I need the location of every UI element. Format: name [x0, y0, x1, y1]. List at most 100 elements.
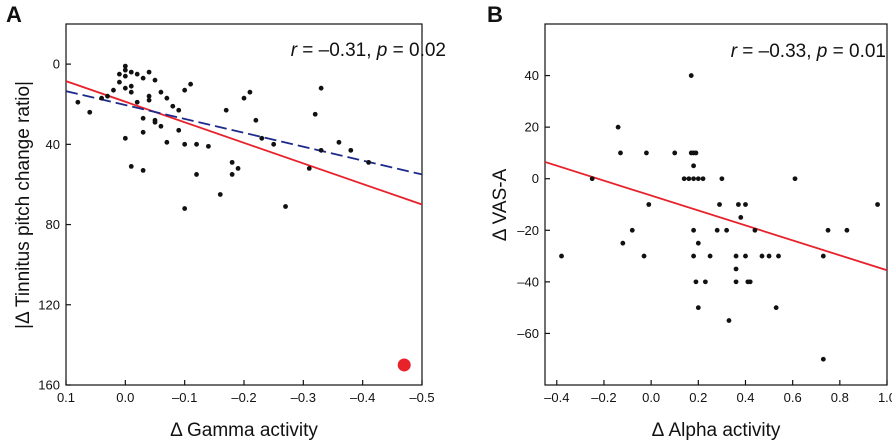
panel-b-data-point — [688, 73, 694, 78]
panel-a-data-point — [134, 71, 140, 77]
panel-a-data-point — [146, 69, 152, 75]
panel-a-data-point — [206, 143, 211, 149]
panel-a-data-point — [247, 89, 253, 95]
panel-b-data-point — [759, 253, 765, 259]
panel-b-data-point — [695, 305, 701, 311]
panel-a-x-axis: 0.1 0.0 –0.1 –0.2 –0.3 –0.4 –0.5 — [57, 380, 435, 405]
panel-b-data-point — [691, 253, 696, 259]
panel-b-data-point — [693, 150, 699, 156]
panel-b-stat-annotation: r = –0.33, p = 0.01 — [731, 41, 886, 62]
panel-b-x-tick-label: 0.2 — [689, 390, 707, 405]
panel-a-solid-fit-line — [66, 80, 422, 206]
panel-a-data-point — [194, 172, 199, 177]
panel-b-y-tick-label: –60 — [517, 326, 539, 341]
panel-b-data-point — [695, 240, 701, 246]
panel-a-data-point — [348, 147, 354, 153]
panel-a-data-point — [283, 204, 288, 209]
panel-b-letter: B — [487, 2, 503, 27]
panel-b-data-point — [733, 253, 739, 259]
panel-a-y-tick-label: 120 — [38, 297, 60, 312]
panel-b-data-point — [792, 176, 798, 182]
panel-b-x-axis-label: Δ Alpha activity — [652, 420, 781, 441]
panel-a-letter: A — [6, 2, 22, 27]
panel-b-data-point — [736, 202, 741, 207]
panel-b-y-tick-label: –40 — [517, 274, 539, 289]
panel-a-data-point — [128, 83, 134, 89]
panel-b-r-label: r — [731, 41, 738, 62]
panel-b-data-point — [672, 150, 678, 156]
panel-b: B –0.4 –0.2 0.0 0.2 0.4 0.6 0.8 1.0 40 20 0 –20 –40… — [487, 2, 892, 441]
panel-b-marks — [545, 73, 887, 362]
panel-b-y-tick-label: 0 — [532, 171, 539, 186]
panel-b-y-tick-label: 20 — [525, 120, 539, 135]
panel-b-data-point — [691, 227, 696, 233]
panel-a-x-tick-label: 0.0 — [116, 390, 134, 405]
panel-a-data-point — [105, 93, 110, 99]
panel-a-marks — [66, 63, 422, 372]
panel-b-data-point — [695, 176, 701, 182]
panel-b-plot-frame — [544, 23, 888, 386]
panel-b-data-point — [702, 279, 708, 285]
panel-a-data-point — [223, 107, 229, 113]
panel-b-x-tick-label: –0.4 — [544, 390, 569, 405]
panel-b-data-point — [629, 227, 635, 233]
panel-b-data-point — [743, 253, 748, 259]
panel-a-p-label: p — [376, 40, 388, 61]
panel-b-data-point — [726, 318, 732, 323]
panel-b-data-point — [717, 202, 722, 207]
panel-a-data-point — [117, 71, 122, 77]
panel-a-data-point — [336, 139, 342, 145]
panel-a-data-point — [122, 85, 128, 91]
panel-b-data-point — [875, 202, 880, 207]
panel-a-data-point — [182, 141, 188, 147]
panel-b-data-point — [738, 214, 744, 220]
panel-b-data-point — [820, 356, 826, 362]
panel-a-x-tick-label: 0.1 — [57, 390, 75, 405]
panel-b-p-label: p — [816, 41, 828, 62]
panel-a-data-point — [306, 166, 312, 171]
panel-a-data-point — [140, 168, 146, 173]
panel-a-data-point — [188, 81, 194, 87]
panel-a-dashed-fit-line — [66, 90, 422, 176]
panel-b-data-point — [559, 253, 564, 259]
panel-b-data-point — [773, 305, 779, 311]
panel-b-data-point — [691, 176, 696, 182]
panel-b-data-point — [747, 279, 753, 285]
panel-a-x-tick-label: –0.3 — [291, 390, 316, 405]
panel-a-data-point — [128, 69, 134, 75]
panel-b-y-axis-label: Δ VAS-A — [490, 168, 511, 241]
panel-b-x-tick-label: 1.0 — [878, 390, 892, 405]
panel-a-plot-frame — [65, 23, 423, 386]
panel-a-x-tick-label: –0.4 — [350, 390, 375, 405]
panel-b-x-tick-label: 0.0 — [642, 390, 660, 405]
panel-a: A 0.1 0.0 –0.1 –0.2 –0.3 –0.4 –0.5 0 40 80 120 160… — [6, 2, 446, 441]
panel-a-data-point — [99, 95, 104, 101]
panel-a-data-point — [312, 111, 318, 117]
panel-b-x-axis: –0.4 –0.2 0.0 0.2 0.4 0.6 0.8 1.0 — [544, 380, 892, 405]
panel-b-data-point — [776, 253, 781, 259]
panel-a-data-point — [146, 97, 152, 103]
panel-b-data-point — [700, 176, 706, 182]
panel-a-y-tick-label: 0 — [53, 57, 60, 72]
panel-a-data-point — [140, 75, 146, 81]
panel-b-data-point — [641, 253, 647, 259]
panel-a-p-value: = 0.02 — [387, 40, 446, 61]
panel-b-data-point — [693, 279, 699, 285]
panel-b-data-point — [733, 266, 739, 272]
panel-b-data-point — [686, 176, 692, 182]
panel-a-data-point — [122, 67, 128, 73]
panel-a-x-axis-label: Δ Gamma activity — [170, 420, 318, 441]
panel-b-y-axis: 40 20 0 –20 –40 –60 — [517, 68, 550, 341]
panel-b-data-point — [724, 227, 730, 233]
panel-a-data-point — [140, 129, 146, 135]
panel-a-y-tick-label: 40 — [46, 137, 60, 152]
panel-a-data-point — [117, 79, 122, 85]
panel-a-data-point — [152, 117, 158, 123]
panel-a-data-point — [134, 99, 140, 105]
panel-a-r-value: = –0.31, — [297, 40, 377, 61]
panel-a-data-point — [140, 115, 146, 121]
panel-a-data-point — [75, 99, 81, 105]
panel-a-x-tick-label: –0.2 — [231, 390, 256, 405]
panel-a-data-point — [182, 87, 188, 93]
